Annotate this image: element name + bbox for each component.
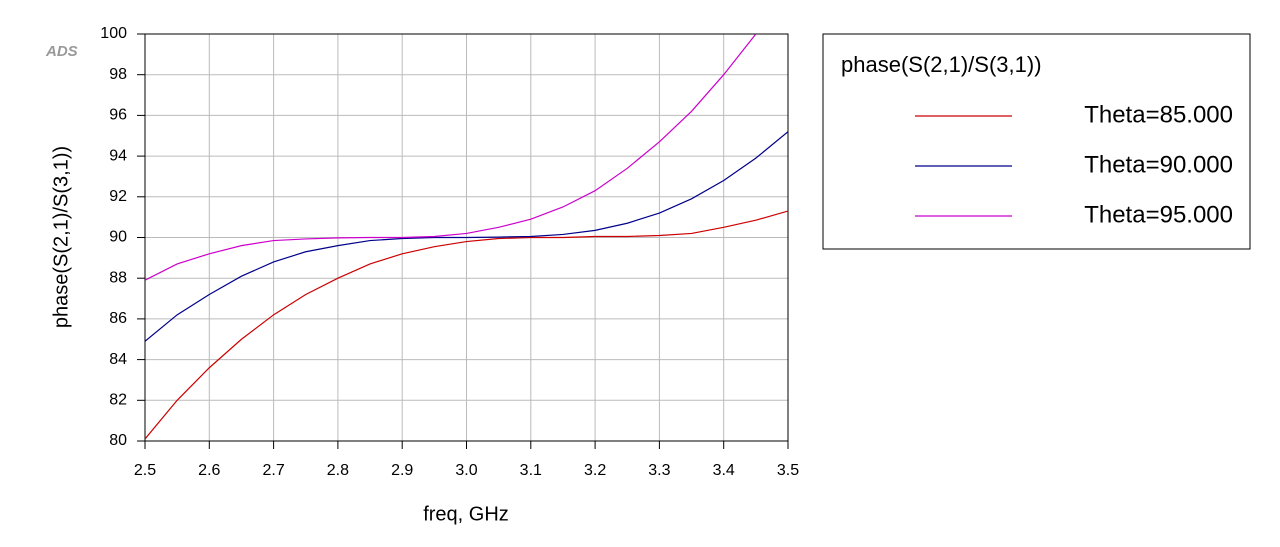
series-line [145, 131, 788, 342]
legend-label: Theta=90.000 [1084, 151, 1233, 178]
y-tick-label: 92 [109, 188, 127, 205]
x-tick-label: 3.0 [455, 462, 477, 479]
legend-label: Theta=85.000 [1084, 101, 1233, 128]
y-tick-label: 84 [109, 351, 127, 368]
x-tick-label: 2.8 [327, 462, 349, 479]
y-tick-label: 98 [109, 66, 127, 83]
legend-label: Theta=95.000 [1084, 201, 1233, 228]
plot-area [145, 34, 788, 440]
logo: ADS [45, 43, 78, 60]
series-line [145, 34, 757, 281]
x-tick-label: 2.9 [391, 462, 413, 479]
series-line [145, 210, 788, 440]
plot-frame [144, 33, 789, 442]
x-tick-label: 2.5 [134, 462, 156, 479]
x-tick-label: 3.4 [713, 462, 735, 479]
x-tick-label: 3.3 [648, 462, 670, 479]
x-tick-label: 3.1 [520, 462, 542, 479]
y-tick-label: 96 [109, 107, 127, 124]
x-axis-label: freq, GHz [423, 503, 509, 525]
y-tick-label: 88 [109, 269, 127, 286]
y-tick-label: 90 [109, 229, 127, 246]
y-tick-label: 100 [100, 25, 127, 42]
x-tick-label: 3.2 [584, 462, 606, 479]
x-tick-label: 2.6 [198, 462, 220, 479]
y-tick-label: 86 [109, 310, 127, 327]
y-axis-label: phase(S(2,1)/S(3,1)) [50, 146, 72, 328]
y-tick-label: 94 [109, 147, 127, 164]
legend-title: phase(S(2,1)/S(3,1)) [841, 52, 1042, 77]
legend-box [822, 33, 1251, 250]
x-tick-label: 2.7 [262, 462, 284, 479]
y-tick-label: 82 [109, 392, 127, 409]
y-tick-label: 80 [109, 432, 127, 449]
x-tick-label: 3.5 [777, 462, 799, 479]
